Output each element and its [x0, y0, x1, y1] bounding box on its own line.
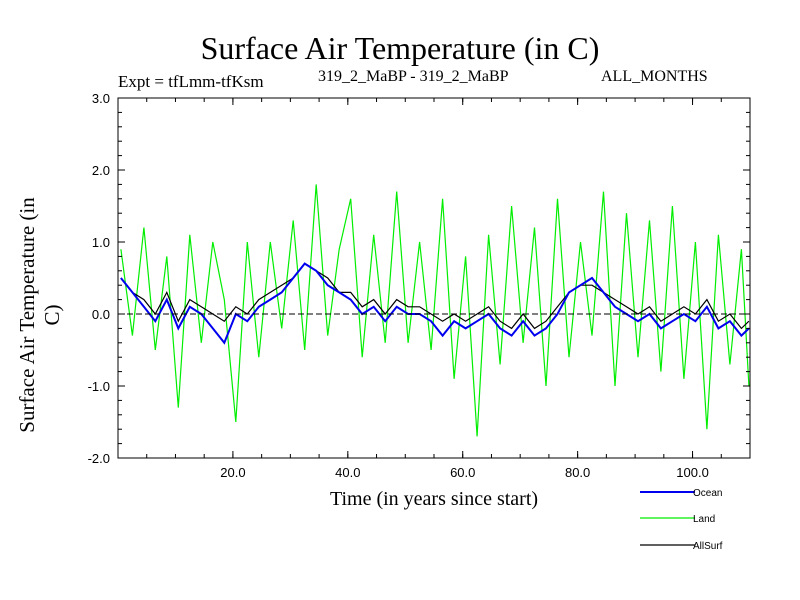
y-tick-label: -1.0 — [88, 379, 110, 394]
chart-title: Surface Air Temperature (in C) — [200, 30, 600, 66]
x-tick-label: 80.0 — [565, 465, 590, 480]
y-tick-label: 2.0 — [92, 163, 110, 178]
x-tick-label: 100.0 — [676, 465, 709, 480]
y-tick-label: 1.0 — [92, 235, 110, 250]
months-label: ALL_MONTHS — [601, 68, 708, 85]
experiment-label: Expt = tfLmm-tfKsm — [118, 72, 264, 91]
series-line-allsurf — [120, 262, 750, 330]
x-tick-label: 40.0 — [335, 465, 360, 480]
plot-frame — [117, 97, 751, 459]
legend-label-land: Land — [693, 514, 715, 525]
y-tick-label: 3.0 — [92, 91, 110, 106]
series-line-land — [120, 184, 750, 437]
y-tick-label: 0.0 — [92, 307, 110, 322]
series-line-ocean — [120, 262, 750, 345]
run-comparison-label: 319_2_MaBP - 319_2_MaBP — [318, 68, 509, 85]
x-tick-label: 20.0 — [220, 465, 245, 480]
legend-label-ocean: Ocean — [693, 488, 722, 499]
x-axis-label: Time (in years since start) — [329, 488, 539, 510]
legend-label-allsurf: AllSurf — [693, 541, 723, 552]
x-tick-label: 60.0 — [450, 465, 475, 480]
y-tick-label: -2.0 — [88, 451, 110, 466]
